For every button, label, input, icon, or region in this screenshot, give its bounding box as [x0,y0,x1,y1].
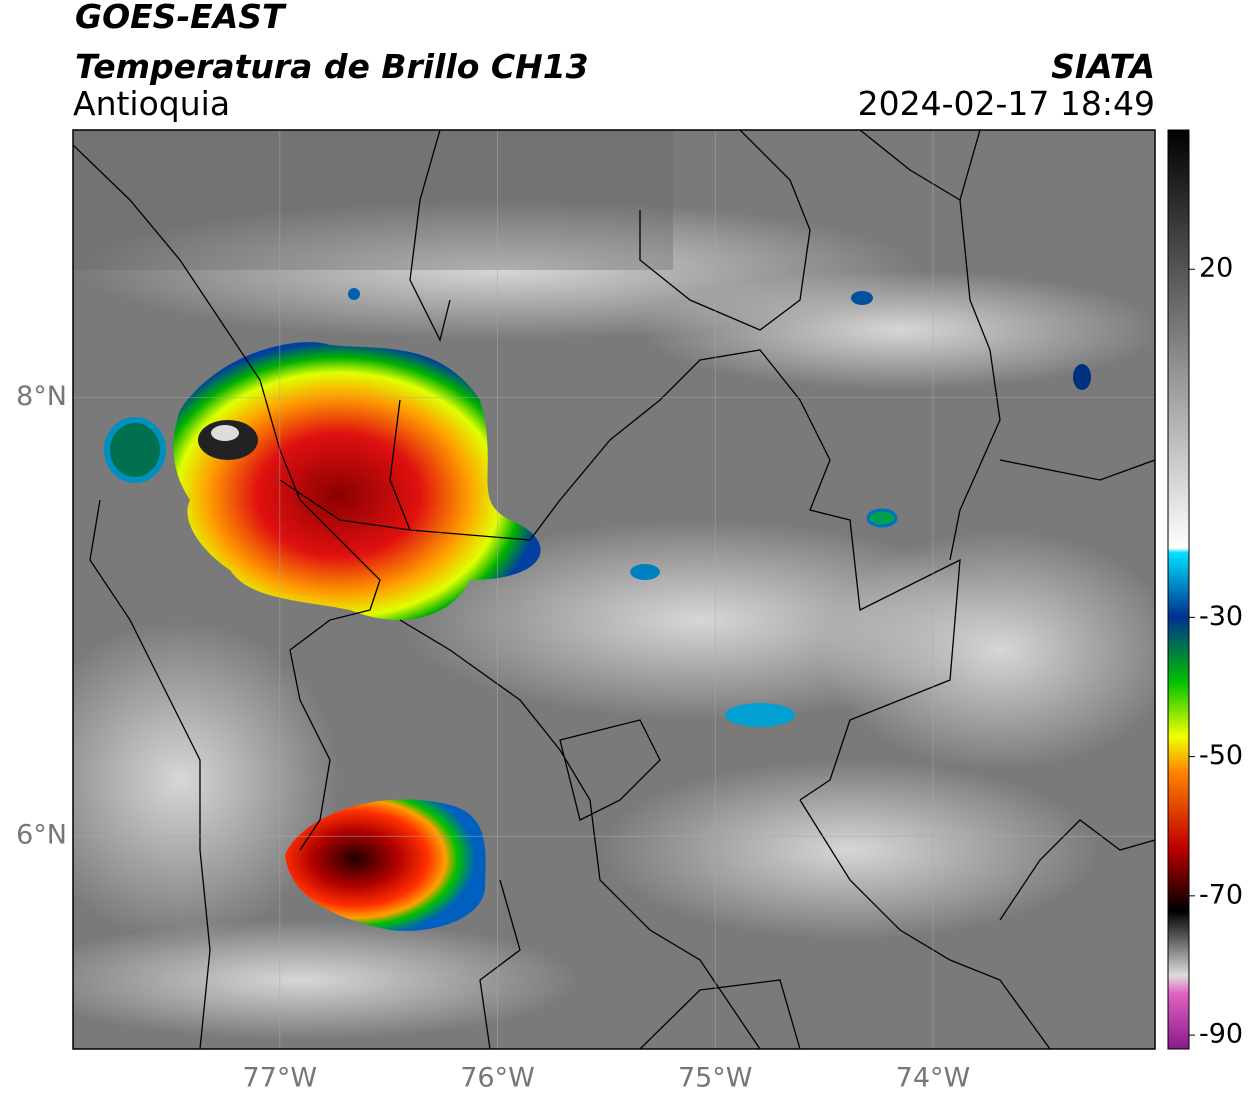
lat-tick-label: 6°N [16,820,67,851]
satellite-title: GOES-EAST [75,0,287,36]
lon-tick-label: 76°W [460,1063,535,1094]
map-frame [72,129,1156,1050]
region-title: Antioquia [73,84,230,123]
product-title: Temperatura de Brillo CH13 [75,47,589,86]
datetime: 2024-02-17 18:49 [858,84,1155,123]
lon-tick-label: 74°W [896,1063,971,1094]
lon-tick-label: 75°W [678,1063,753,1094]
colorbar-tick-label: -90 [1199,1019,1243,1050]
lat-tick-label: 8°N [16,381,67,412]
map-image [73,130,1155,1049]
lon-tick-label: 77°W [243,1063,318,1094]
graticule [73,130,1155,1049]
source-title: SIATA [1051,47,1155,86]
colorbar [1167,129,1190,1050]
colorbar-tick-label: -70 [1199,879,1243,910]
colorbar-tick-label: -30 [1199,601,1243,632]
colorbar-tick-label: 20 [1199,253,1233,284]
colorbar-tick-label: -50 [1199,740,1243,771]
